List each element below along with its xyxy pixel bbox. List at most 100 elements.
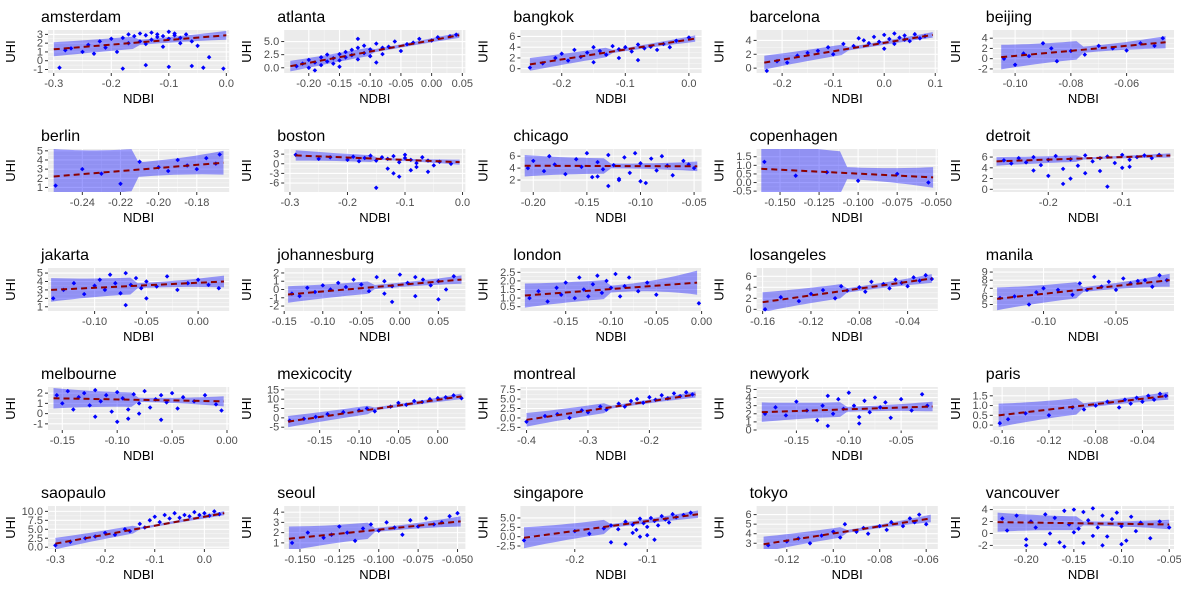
data-point bbox=[374, 274, 379, 280]
x-axis-label: NDBI bbox=[832, 329, 863, 344]
data-point bbox=[554, 285, 559, 291]
data-point bbox=[830, 411, 836, 417]
data-point bbox=[221, 66, 226, 71]
facet-title: saopaulo bbox=[41, 485, 106, 502]
x-tick-label: -0.125 bbox=[803, 197, 834, 209]
x-tick-label: -0.05 bbox=[1103, 316, 1128, 328]
y-tick-label: 4 bbox=[745, 392, 751, 404]
y-tick-label: 2 bbox=[37, 38, 43, 50]
facet-title: jakarta bbox=[40, 247, 89, 264]
data-point bbox=[819, 533, 824, 538]
y-tick-label: -2 bbox=[978, 63, 988, 75]
y-tick-label: 0 bbox=[37, 55, 43, 67]
data-point bbox=[567, 415, 572, 421]
data-point bbox=[384, 520, 389, 525]
data-point bbox=[1142, 277, 1148, 283]
data-point bbox=[857, 285, 862, 290]
y-tick-label: 0 bbox=[509, 63, 515, 75]
x-tick-label: -0.20 bbox=[296, 78, 321, 90]
x-tick-label: -0.075 bbox=[403, 554, 434, 566]
data-point bbox=[1082, 153, 1088, 158]
x-tick-label: 0.00 bbox=[691, 316, 712, 328]
facet-title: copenhagen bbox=[750, 128, 838, 145]
y-tick-label: 3 bbox=[37, 164, 43, 176]
y-tick-label: 10 bbox=[267, 394, 279, 406]
data-point bbox=[428, 283, 433, 288]
data-point bbox=[1109, 516, 1115, 522]
data-point bbox=[545, 299, 550, 304]
x-tick-label: -0.15 bbox=[272, 316, 297, 328]
data-point bbox=[166, 29, 172, 35]
data-point bbox=[368, 522, 374, 527]
x-tick-label: -0.04 bbox=[895, 316, 920, 328]
data-point bbox=[1071, 507, 1077, 512]
x-tick-label: -0.24 bbox=[70, 197, 95, 209]
x-tick-label: -0.05 bbox=[349, 316, 374, 328]
x-axis-label: NDBI bbox=[595, 448, 626, 463]
x-axis-label: NDBI bbox=[832, 567, 863, 582]
data-point bbox=[773, 405, 778, 410]
data-point bbox=[1000, 516, 1005, 521]
y-tick-label: 6 bbox=[509, 31, 515, 43]
data-point bbox=[391, 171, 396, 176]
y-tick-label: 2 bbox=[37, 388, 43, 400]
y-tick-label: -1 bbox=[33, 418, 43, 430]
data-point bbox=[604, 278, 609, 284]
x-tick-label: -0.150 bbox=[764, 197, 795, 209]
data-point bbox=[1031, 168, 1036, 173]
x-tick-label: -0.10 bbox=[821, 554, 846, 566]
data-point bbox=[647, 394, 652, 400]
x-tick-label: -0.2 bbox=[1039, 197, 1058, 209]
facet-title: amsterdam bbox=[41, 9, 121, 26]
data-point bbox=[1152, 43, 1157, 49]
y-tick-label: 5 bbox=[745, 384, 751, 396]
data-point bbox=[175, 406, 180, 411]
y-tick-label: 5.0 bbox=[500, 394, 515, 406]
facet-saopaulo: -0.3 -0.2 -0.1 0.00.02.55.07.510.0saopauloN… bbox=[3, 485, 230, 582]
x-axis-label: NDBI bbox=[359, 210, 390, 225]
x-axis-label: NDBI bbox=[123, 210, 154, 225]
facet-title: tokyo bbox=[750, 485, 788, 502]
x-tick-label: -0.2 bbox=[338, 197, 357, 209]
data-point bbox=[1119, 165, 1125, 171]
data-point bbox=[368, 153, 373, 158]
y-axis-label: UHI bbox=[3, 278, 18, 300]
data-point bbox=[1038, 162, 1044, 168]
data-point bbox=[1026, 53, 1032, 59]
data-point bbox=[1106, 279, 1112, 285]
y-axis-label: UHI bbox=[712, 397, 727, 419]
data-point bbox=[851, 403, 857, 408]
y-tick-label: 9 bbox=[982, 267, 988, 279]
x-tick-label: 0.05 bbox=[428, 316, 449, 328]
x-tick-label: -0.1 bbox=[396, 197, 415, 209]
data-point bbox=[1146, 393, 1151, 399]
y-tick-label: 2 bbox=[982, 173, 988, 185]
x-tick-label: -0.3 bbox=[578, 435, 597, 447]
y-tick-label: 10.0 bbox=[22, 506, 43, 518]
data-point bbox=[1055, 287, 1061, 293]
y-tick-label: 3 bbox=[745, 400, 751, 412]
x-tick-label: -0.1 bbox=[824, 78, 843, 90]
x-axis-label: NDBI bbox=[1068, 329, 1099, 344]
data-point bbox=[527, 295, 532, 301]
confidence-band bbox=[288, 275, 462, 303]
data-point bbox=[1095, 525, 1100, 530]
data-point bbox=[1070, 292, 1075, 298]
x-tick-label: -0.1 bbox=[616, 78, 635, 90]
data-point bbox=[420, 155, 425, 160]
y-tick-label: 5.0 bbox=[500, 512, 515, 524]
data-point bbox=[577, 275, 582, 280]
data-point bbox=[909, 408, 914, 413]
facet-title: mexicocity bbox=[277, 366, 352, 383]
x-tick-label: -0.050 bbox=[442, 554, 473, 566]
data-point bbox=[219, 408, 224, 413]
y-tick-label: 2.5 bbox=[264, 49, 279, 61]
x-tick-label: -0.16 bbox=[990, 435, 1015, 447]
y-tick-label: 1 bbox=[37, 46, 43, 58]
data-point bbox=[586, 294, 591, 299]
data-point bbox=[158, 392, 164, 398]
x-tick-label: -0.05 bbox=[644, 316, 669, 328]
